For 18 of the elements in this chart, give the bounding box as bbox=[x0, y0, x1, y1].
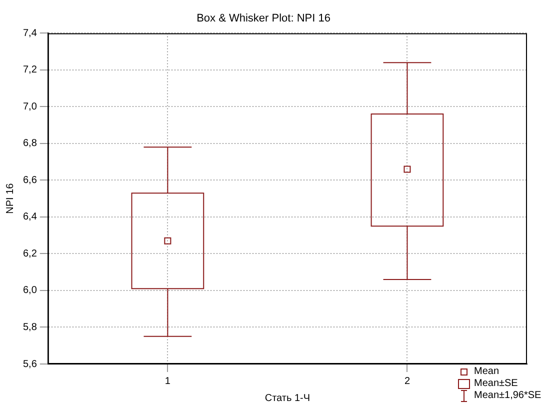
y-tick-label: 7,4 bbox=[22, 28, 38, 39]
y-axis-title: NPI 16 bbox=[4, 182, 16, 214]
y-tick-label: 6,0 bbox=[22, 285, 38, 296]
text: Mean±1,96*SE bbox=[474, 390, 542, 402]
y-tick-label: 7,0 bbox=[22, 101, 38, 112]
x-tick-label: 1 bbox=[164, 376, 171, 387]
y-tick-label: 6,8 bbox=[22, 138, 38, 150]
text: Mean±SE bbox=[474, 378, 518, 390]
y-tick-label: 7,2 bbox=[22, 64, 38, 76]
y-tick-label: 5,8 bbox=[22, 322, 38, 333]
chart-title: Box & Whisker Plot: NPI 16 bbox=[196, 12, 330, 25]
y-tick-label: 6,4 bbox=[22, 212, 38, 223]
x-tick-label: 2 bbox=[404, 376, 410, 387]
x-axis-title: Стать 1-Ч bbox=[264, 392, 310, 404]
y-tick-label: 5,6 bbox=[22, 358, 38, 370]
text: Mean bbox=[474, 366, 500, 378]
y-tick-label: 6,2 bbox=[22, 248, 38, 260]
y-tick-label: 6,6 bbox=[22, 174, 38, 186]
